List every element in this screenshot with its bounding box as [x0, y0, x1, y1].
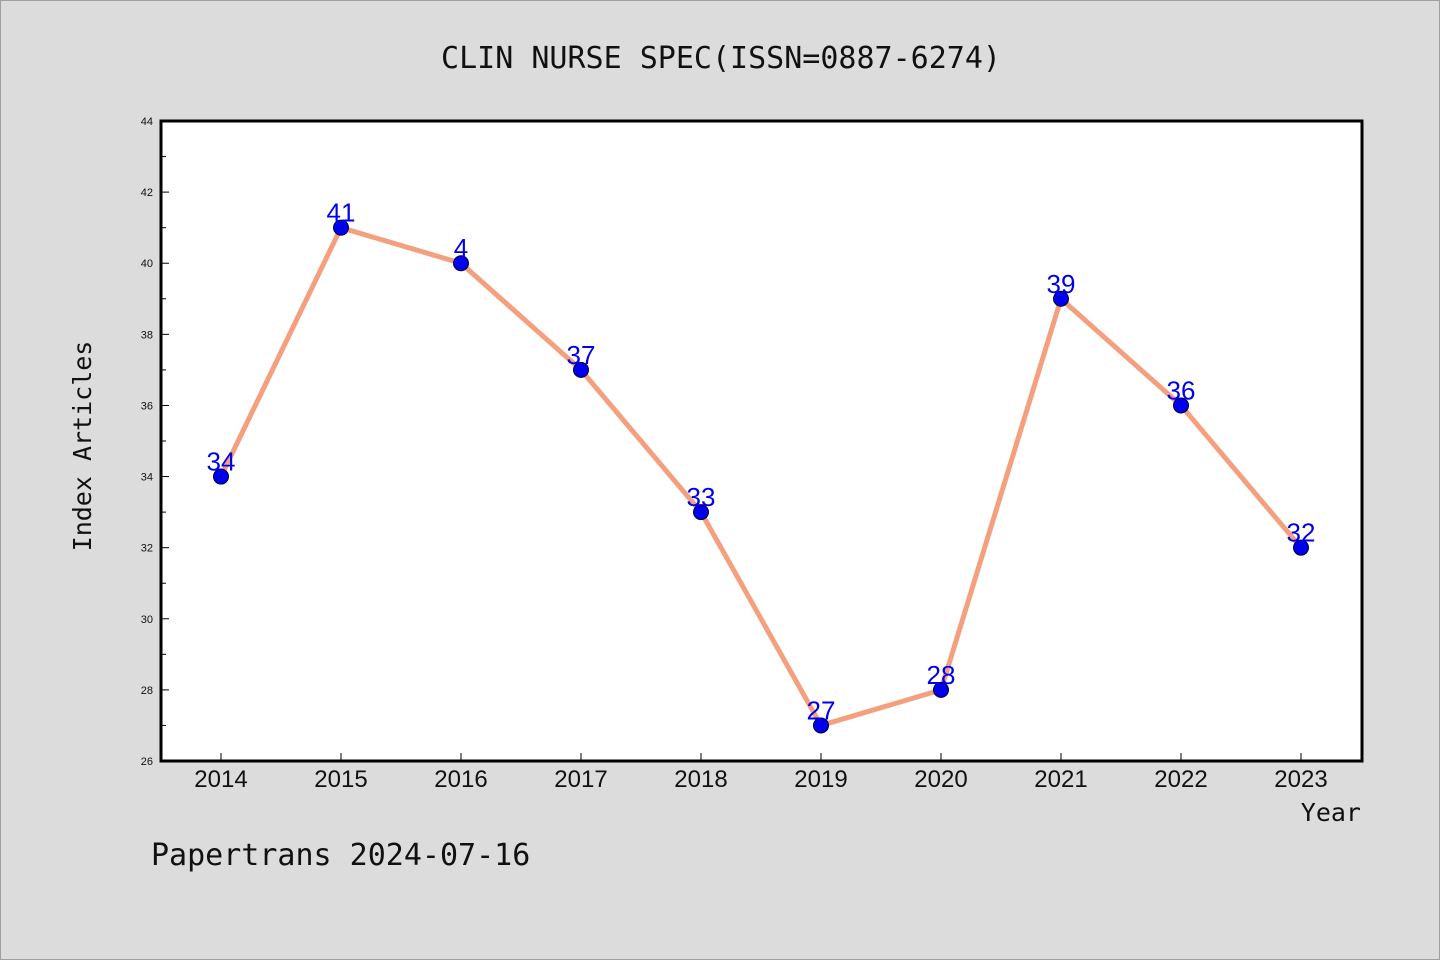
y-tick-label: 26 — [141, 756, 153, 768]
data-label: 34 — [207, 447, 236, 477]
data-label: 27 — [807, 695, 836, 725]
data-label: 28 — [927, 660, 956, 690]
data-point — [1173, 397, 1189, 414]
y-tick-label: 38 — [141, 329, 153, 341]
data-point — [1293, 539, 1309, 556]
y-tick-label: 32 — [141, 543, 153, 555]
footer-credit: Papertrans 2024-07-16 — [151, 838, 530, 873]
x-axis-title: Year — [1301, 798, 1361, 827]
data-point — [813, 717, 829, 734]
series-line-group — [218, 225, 1304, 728]
y-axis: 26 28 30 32 34 36 38 40 42 44 — [141, 116, 169, 768]
x-tick-label: 2017 — [554, 766, 607, 793]
data-label: 4 — [454, 233, 468, 263]
y-tick-label: 44 — [141, 116, 153, 128]
data-label: 41 — [327, 198, 356, 228]
x-tick-label: 2020 — [914, 766, 967, 793]
data-label: 37 — [567, 340, 596, 370]
x-tick-label: 2014 — [194, 766, 247, 793]
x-tick-label: 2019 — [794, 766, 847, 793]
y-tick-label: 28 — [141, 685, 153, 697]
data-point — [693, 504, 709, 521]
x-tick-label: 2021 — [1034, 766, 1087, 793]
data-point — [573, 361, 589, 378]
plot-area — [159, 119, 1364, 763]
data-point — [1053, 290, 1069, 307]
data-label: 39 — [1047, 269, 1076, 299]
y-tick-label: 34 — [141, 472, 153, 484]
data-label: 32 — [1287, 518, 1316, 548]
y-tick-label: 40 — [141, 258, 153, 270]
x-tick-label: 2022 — [1154, 766, 1207, 793]
y-axis-title: Index Articles — [68, 341, 97, 552]
x-tick-label: 2018 — [674, 766, 727, 793]
x-axis: 2014 2015 2016 2017 2018 2019 2020 2021 2022 2023 — [194, 753, 1328, 793]
data-label: 36 — [1167, 375, 1196, 405]
data-label: 33 — [687, 482, 716, 512]
x-tick-label: 2016 — [434, 766, 487, 793]
data-point — [453, 255, 469, 272]
marker-group — [213, 219, 1309, 734]
data-label-group: 34 41 4 37 33 27 28 39 36 32 — [207, 198, 1316, 726]
data-point — [933, 681, 949, 698]
chart-title: CLIN NURSE SPEC(ISSN=0887-6274) — [441, 41, 1001, 76]
x-tick-label: 2023 — [1274, 766, 1327, 793]
series-line — [218, 225, 1304, 728]
y-tick-label: 36 — [141, 400, 153, 412]
data-point — [333, 219, 349, 236]
data-point — [213, 468, 229, 485]
x-tick-label: 2015 — [314, 766, 367, 793]
y-tick-label: 42 — [141, 187, 153, 199]
y-tick-label: 30 — [141, 614, 153, 626]
